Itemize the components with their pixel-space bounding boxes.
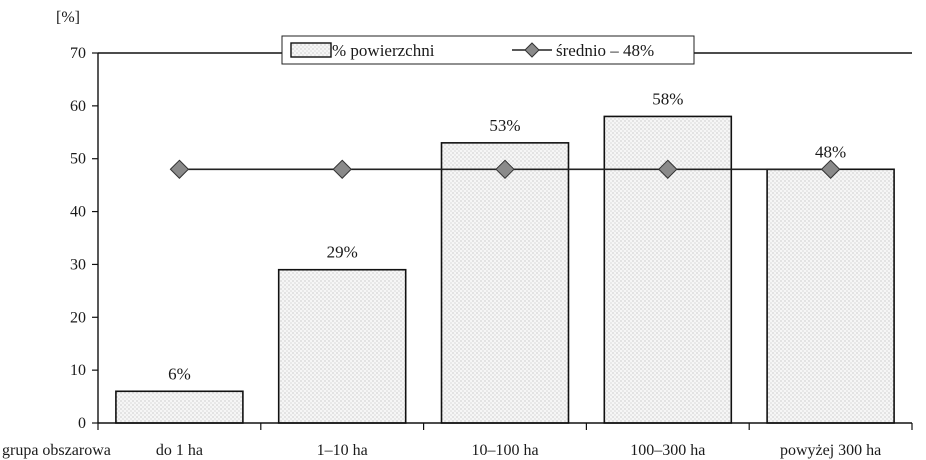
bar-data-label: 48%	[815, 142, 846, 161]
x-category-label: 10–100 ha	[471, 442, 538, 459]
x-axis-categories: do 1 ha 1–10 ha 10–100 ha 100–300 ha powyżej…	[97, 423, 913, 459]
bar-data-label: 29%	[327, 243, 358, 262]
legend: % powierzchni średnio – 48%	[281, 35, 695, 65]
average-point-marker	[658, 159, 678, 179]
x-axis-title: grupa obszarowa	[2, 442, 111, 459]
y-tick-label: 60	[70, 98, 86, 115]
bar	[440, 142, 570, 424]
legend-bar-label: % powierzchni	[332, 41, 435, 60]
y-tick-label: 10	[70, 362, 86, 379]
bars	[115, 115, 895, 424]
bar	[603, 115, 733, 424]
bar	[115, 390, 244, 424]
bar	[277, 268, 407, 424]
average-point-marker	[820, 159, 841, 179]
x-category-label: powyżej 300 ha	[780, 442, 881, 459]
x-category-label: 1–10 ha	[317, 442, 368, 459]
bar-data-label: 6%	[168, 364, 191, 383]
average-line-series	[169, 159, 841, 179]
bar-data-label: 58%	[652, 89, 683, 108]
y-tick-label: 50	[70, 151, 86, 168]
bar-data-label: 53%	[489, 116, 520, 135]
y-unit-label: [%]	[56, 9, 80, 26]
bar	[766, 168, 895, 424]
y-tick-label: 0	[78, 415, 86, 432]
average-point-marker	[495, 159, 515, 179]
data-labels: 6% 29% 53% 58% 48%	[168, 89, 846, 383]
average-point-marker	[169, 159, 190, 179]
y-tick-label: 40	[70, 204, 86, 221]
x-category-label: do 1 ha	[156, 442, 203, 459]
average-point-marker	[332, 159, 352, 179]
y-axis-ticks: 0 10 20 30 40 50 60 70	[70, 45, 98, 432]
legend-bar-swatch	[290, 42, 332, 58]
x-category-label: 100–300 ha	[630, 442, 705, 459]
legend-box	[281, 35, 695, 65]
y-tick-label: 70	[70, 45, 86, 62]
legend-diamond-marker	[524, 42, 540, 58]
y-tick-label: 20	[70, 309, 86, 326]
legend-line-label: średnio – 48%	[556, 41, 654, 60]
y-tick-label: 30	[70, 256, 86, 273]
